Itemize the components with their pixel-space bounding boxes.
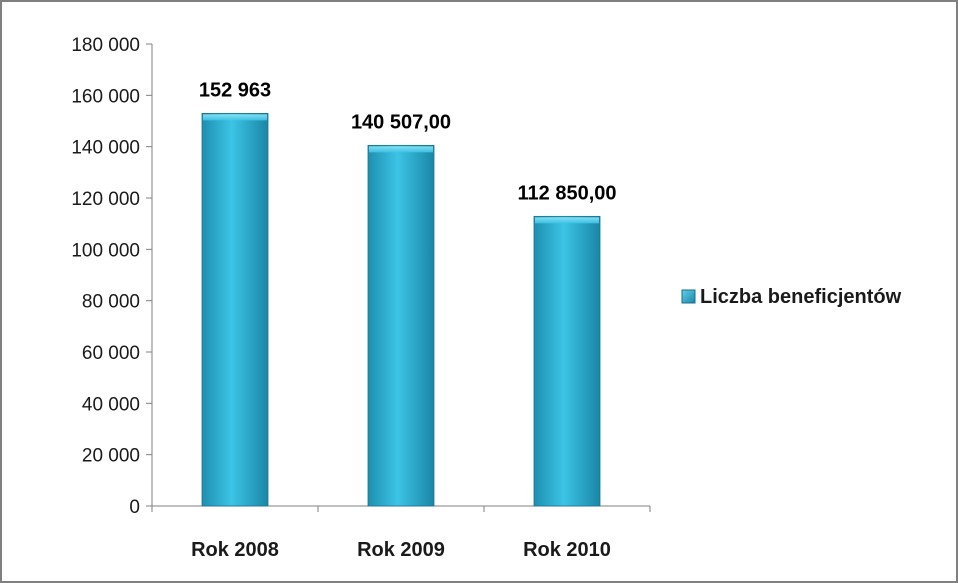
bar-highlight <box>203 114 267 121</box>
y-tick-label: 60 000 <box>82 343 140 364</box>
x-category-label: Rok 2008 <box>191 539 279 561</box>
y-tick-label: 80 000 <box>82 292 140 313</box>
y-tick-label: 180 000 <box>71 35 140 56</box>
y-tick-label: 40 000 <box>82 394 140 415</box>
y-tick-label: 140 000 <box>71 138 140 159</box>
y-tick-label: 100 000 <box>71 240 140 261</box>
bar <box>367 144 435 507</box>
bar <box>533 215 601 507</box>
bar-series: 152 963 140 507,00 112 850,00 <box>199 79 617 507</box>
y-tick-label: 160 000 <box>71 86 140 107</box>
y-tick-label: 120 000 <box>71 189 140 210</box>
legend-label: Liczba beneficjentów <box>700 286 902 308</box>
x-category-label: Rok 2009 <box>357 539 445 561</box>
bar-highlight <box>369 146 433 153</box>
y-tick-label: 20 000 <box>82 446 140 467</box>
y-tick-label: 0 <box>129 497 140 518</box>
data-label: 112 850,00 <box>518 182 617 204</box>
x-axis: Rok 2008 Rok 2009 Rok 2010 <box>151 505 651 561</box>
y-axis: 0 20 000 40 000 60 000 80 000 100 000 120 000 1… <box>71 35 153 518</box>
legend-swatch <box>681 289 696 304</box>
bar <box>201 112 269 507</box>
bar-highlight <box>535 217 599 224</box>
data-label: 140 507,00 <box>351 111 451 133</box>
data-label: 152 963 <box>199 79 271 101</box>
x-category-label: Rok 2010 <box>523 539 611 561</box>
legend: Liczba beneficjentów <box>681 286 902 308</box>
